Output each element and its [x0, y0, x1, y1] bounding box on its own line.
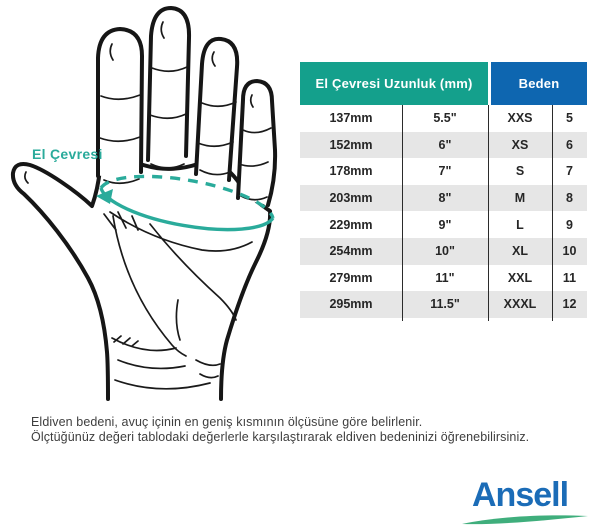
hand-crease-lines [24, 21, 272, 390]
header-gap [488, 62, 491, 105]
table-header: El Çevresi Uzunluk (mm) Beden [300, 62, 587, 105]
cell-num: 6 [566, 137, 573, 152]
cell-size: S [515, 164, 525, 179]
table-row: 203mm 8" M 8 [300, 184, 587, 212]
cell-mm: 254mm [329, 244, 373, 259]
cell-size: XXS [507, 111, 533, 126]
cell-size: XS [511, 137, 529, 152]
cell-num: 7 [566, 164, 573, 179]
ellipse-arrowhead [96, 189, 113, 204]
column-divider [552, 105, 553, 321]
cell-num: 10 [562, 244, 577, 259]
circumference-ellipse-solid [99, 187, 275, 232]
cell-inch: 8" [438, 191, 452, 206]
cell-mm: 229mm [329, 217, 373, 232]
column-divider [402, 105, 403, 321]
cell-inch: 5.5" [433, 111, 457, 126]
cell-inch: 10" [435, 244, 455, 259]
ring-finger [194, 36, 240, 182]
middle-finger [146, 5, 192, 162]
cell-num: 8 [566, 191, 573, 206]
cell-inch: 7" [438, 164, 452, 179]
header-measure: El Çevresi Uzunluk (mm) [300, 62, 488, 105]
note-line-1: Eldiven bedeni, avuç içinin en geniş kıs… [31, 415, 423, 429]
table-row: 279mm 11" XXL 11 [300, 264, 587, 292]
table-row: 295mm 11.5" XXXL 12 [300, 291, 587, 318]
palm-outline [10, 160, 273, 401]
cell-size: L [516, 217, 524, 232]
cell-inch: 6" [438, 137, 452, 152]
cell-size: XXL [507, 270, 533, 285]
ansell-logo-swoosh-icon [462, 515, 588, 525]
note-line-2: Ölçtüğünüz değeri tablodaki değerlerle k… [31, 429, 530, 444]
table-row: 229mm 9" L 9 [300, 211, 587, 238]
hand-circumference-label: El Çevresi [32, 146, 103, 162]
cell-inch: 11" [435, 270, 455, 285]
cell-inch: 11.5" [430, 297, 460, 312]
cell-size: M [514, 191, 526, 206]
cell-num: 11 [562, 270, 577, 285]
cell-mm: 137mm [329, 111, 373, 126]
cell-size: XL [512, 244, 528, 259]
cell-mm: 203mm [329, 191, 373, 206]
cell-inch: 9" [438, 217, 452, 232]
table-row: 137mm 5.5" XXS 5 [300, 105, 587, 132]
table-row: 178mm 7" S 7 [300, 158, 587, 185]
cell-size: XXXL [503, 297, 537, 312]
ansell-logo: Ansell [472, 476, 569, 514]
table-row: 254mm 10" XL 10 [300, 237, 587, 265]
pinky-finger [236, 78, 278, 207]
size-table: El Çevresi Uzunluk (mm) Beden 137mm 5.5"… [300, 62, 587, 321]
cell-mm: 178mm [329, 164, 373, 179]
footer-notes: Eldiven bedeni, avuç içinin en geniş kıs… [31, 415, 529, 444]
circumference-ellipse-dashed [99, 174, 275, 219]
cell-num: 9 [566, 217, 573, 232]
header-size: Beden [491, 62, 587, 105]
cell-num: 12 [562, 297, 577, 312]
cell-mm: 152mm [329, 137, 373, 152]
cell-mm: 295mm [329, 297, 373, 312]
table-row: 152mm 6" XS 6 [300, 131, 587, 159]
cell-mm: 279mm [329, 270, 373, 285]
table-body: 137mm 5.5" XXS 5 152mm 6" XS 6 178mm 7" … [300, 105, 587, 321]
hand-diagram [10, 5, 278, 401]
index-finger [96, 26, 145, 178]
cell-num: 5 [566, 111, 573, 126]
column-divider [488, 105, 489, 321]
